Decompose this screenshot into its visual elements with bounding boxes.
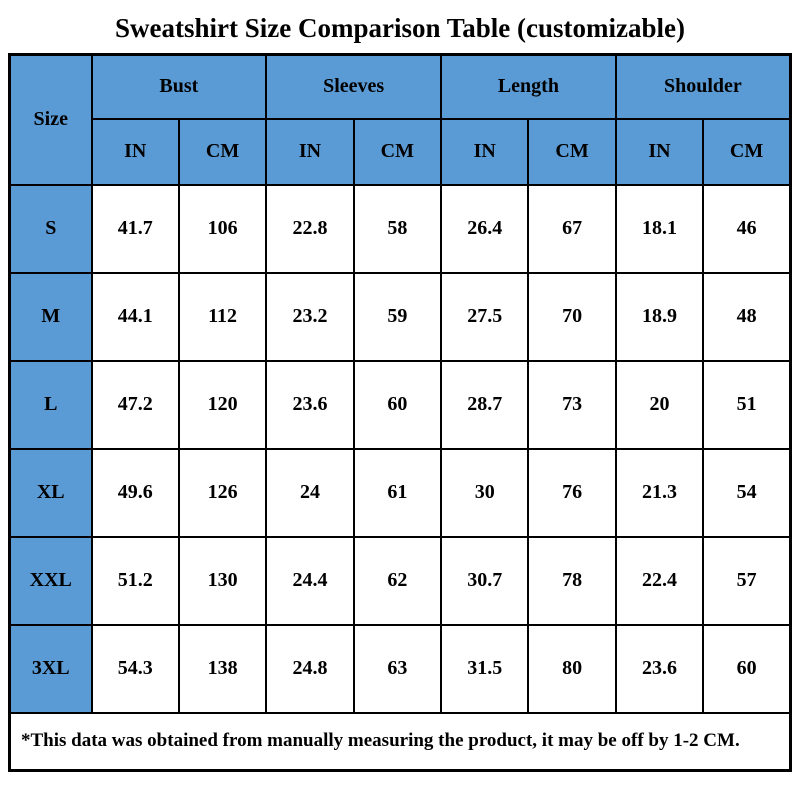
table-row-xl: XL 49.6 126 24 61 30 76 21.3 54 [8,447,792,538]
size-cell: M [8,271,93,362]
value-cell: 24 [265,447,355,538]
value-cell: 22.8 [265,183,355,274]
value-cell: 18.9 [614,271,705,362]
value-cell: 20 [614,359,705,450]
header-group-row: Size Bust Sleeves Length Shoulder [8,53,792,186]
value-cell: 51 [702,359,792,450]
value-cell: 80 [527,623,617,714]
header-bust-cm: CM [177,117,268,186]
value-cell: 49.6 [90,447,180,538]
value-cell: 23.6 [265,359,355,450]
value-cell: 22.4 [614,535,705,626]
value-cell: 48 [702,271,792,362]
value-cell: 27.5 [439,271,530,362]
value-cell: 28.7 [439,359,530,450]
value-cell: 126 [177,447,268,538]
value-cell: 23.2 [265,271,355,362]
size-cell: S [8,183,93,274]
value-cell: 61 [352,447,443,538]
header-bust-in: IN [90,117,180,186]
size-cell: XXL [8,535,93,626]
value-cell: 112 [177,271,268,362]
value-cell: 138 [177,623,268,714]
header-sleeves-cm: CM [352,117,443,186]
value-cell: 60 [352,359,443,450]
value-cell: 23.6 [614,623,705,714]
footnote-row: *This data was obtained from manually me… [8,711,792,772]
value-cell: 57 [702,535,792,626]
value-cell: 26.4 [439,183,530,274]
table-row-3xl: 3XL 54.3 138 24.8 63 31.5 80 23.6 60 [8,623,792,714]
value-cell: 24.4 [265,535,355,626]
value-cell: 76 [527,447,617,538]
value-cell: 41.7 [90,183,180,274]
value-cell: 24.8 [265,623,355,714]
footnote: *This data was obtained from manually me… [8,711,792,772]
table-row-m: M 44.1 112 23.2 59 27.5 70 18.9 48 [8,271,792,362]
header-group-bust: Bust [90,53,268,120]
value-cell: 44.1 [90,271,180,362]
header-group-shoulder: Shoulder [614,53,792,120]
header-sleeves-in: IN [265,117,355,186]
size-cell: L [8,359,93,450]
value-cell: 67 [527,183,617,274]
table-row-s: S 41.7 106 22.8 58 26.4 67 18.1 46 [8,183,792,274]
value-cell: 78 [527,535,617,626]
value-cell: 18.1 [614,183,705,274]
value-cell: 30.7 [439,535,530,626]
size-cell: 3XL [8,623,93,714]
value-cell: 73 [527,359,617,450]
page-title: Sweatshirt Size Comparison Table (custom… [115,13,685,43]
table-row-l: L 47.2 120 23.6 60 28.7 73 20 51 [8,359,792,450]
value-cell: 51.2 [90,535,180,626]
value-cell: 59 [352,271,443,362]
value-cell: 21.3 [614,447,705,538]
header-length-cm: CM [527,117,617,186]
value-cell: 120 [177,359,268,450]
header-size: Size [8,53,93,186]
value-cell: 60 [702,623,792,714]
header-length-in: IN [439,117,530,186]
table-row-xxl: XXL 51.2 130 24.4 62 30.7 78 22.4 57 [8,535,792,626]
value-cell: 31.5 [439,623,530,714]
header-shoulder-in: IN [614,117,705,186]
value-cell: 62 [352,535,443,626]
value-cell: 30 [439,447,530,538]
value-cell: 54.3 [90,623,180,714]
value-cell: 58 [352,183,443,274]
size-comparison-table: Size Bust Sleeves Length Shoulder IN CM … [8,53,792,772]
header-shoulder-cm: CM [702,117,792,186]
header-unit-row: IN CM IN CM IN CM IN CM [10,117,792,186]
value-cell: 47.2 [90,359,180,450]
size-cell: XL [8,447,93,538]
value-cell: 54 [702,447,792,538]
header-group-sleeves: Sleeves [265,53,442,120]
value-cell: 63 [352,623,443,714]
value-cell: 46 [702,183,792,274]
value-cell: 130 [177,535,268,626]
value-cell: 106 [177,183,268,274]
header-group-length: Length [440,53,617,120]
value-cell: 70 [527,271,617,362]
